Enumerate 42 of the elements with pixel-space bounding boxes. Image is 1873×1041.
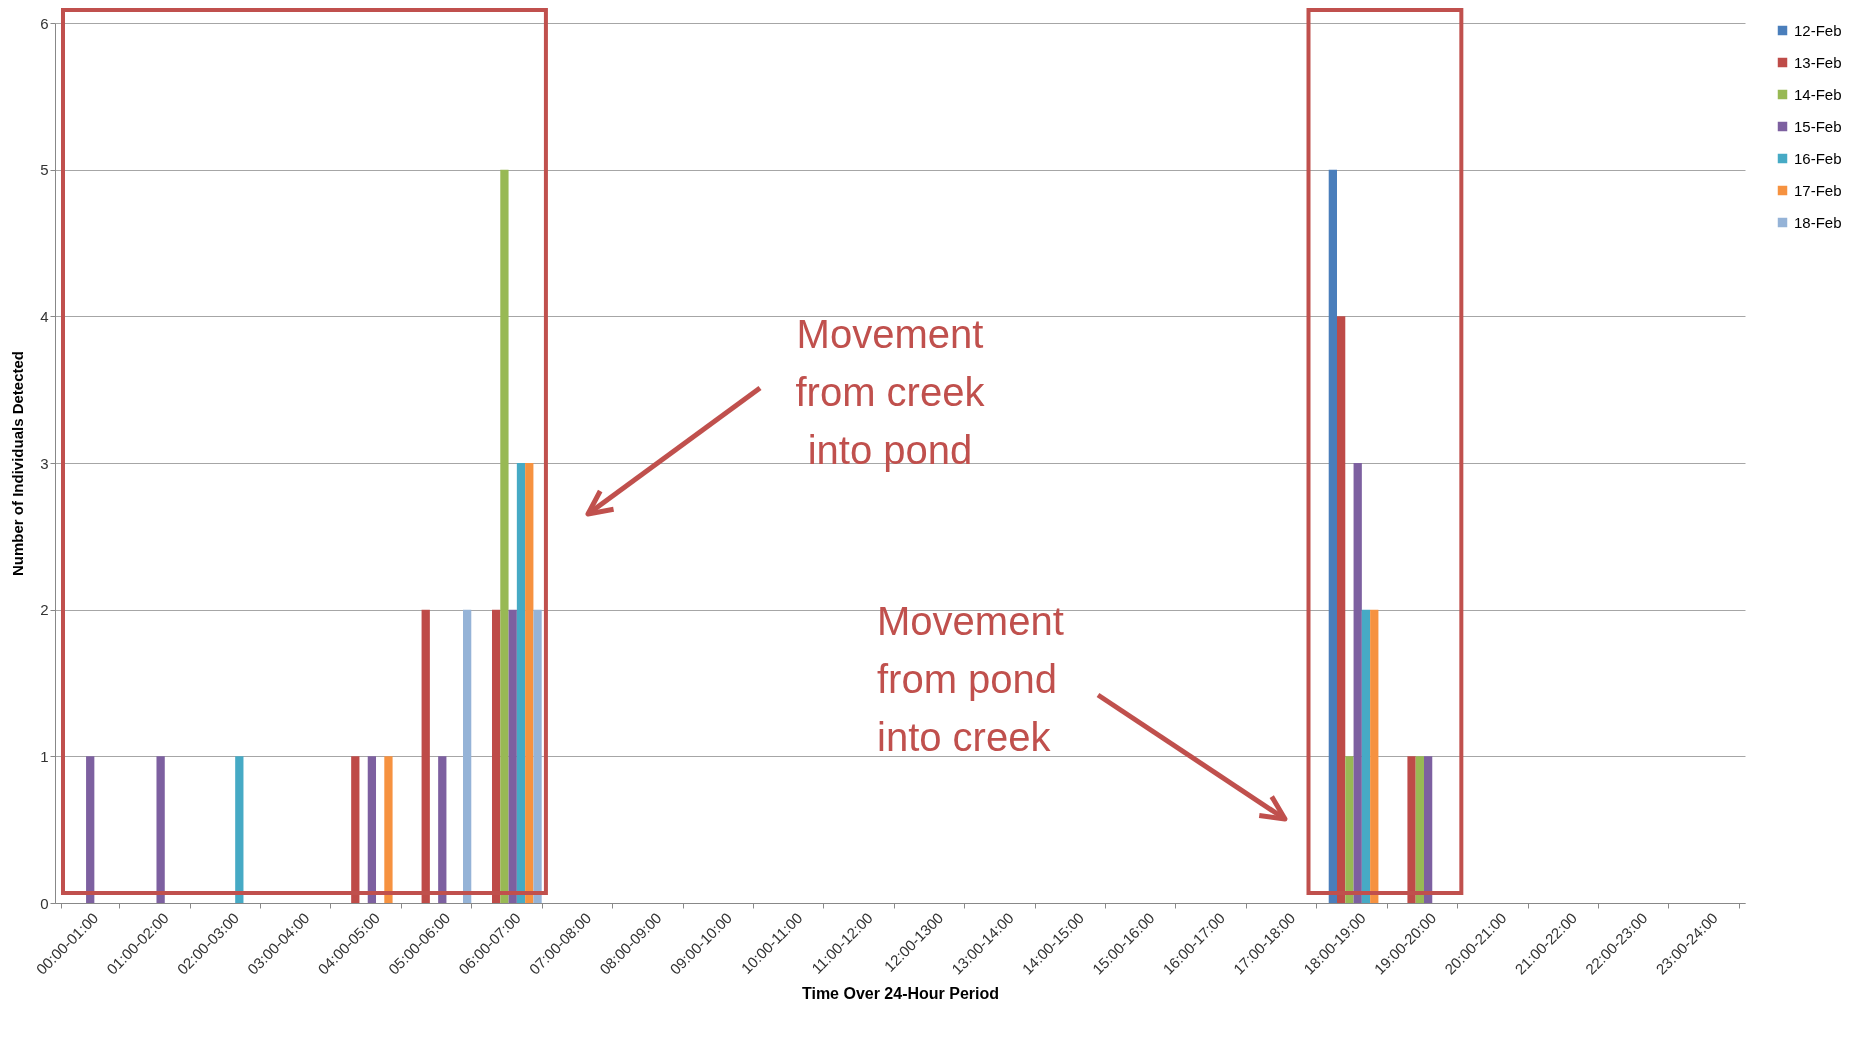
legend-label: 14-Feb — [1794, 85, 1842, 103]
bar — [533, 609, 542, 903]
y-tick-label: 5 — [40, 161, 49, 179]
bar — [525, 463, 534, 903]
annotation: Movement from pond into creek — [877, 598, 1064, 761]
legend-label: 12-Feb — [1794, 21, 1842, 39]
y-tick-label: 1 — [40, 747, 49, 765]
legend-label: 15-Feb — [1794, 117, 1842, 135]
legend-label: 16-Feb — [1794, 149, 1842, 167]
bar — [1407, 756, 1416, 903]
bar — [1328, 169, 1337, 903]
y-tick-label: 3 — [40, 454, 49, 472]
bar — [1415, 756, 1424, 903]
bar — [516, 463, 526, 903]
bar — [438, 756, 447, 903]
bar — [1370, 609, 1379, 903]
bar — [351, 756, 360, 903]
y-tick-label: 0 — [40, 894, 49, 912]
bar — [500, 169, 509, 903]
legend-label: 18-Feb — [1794, 213, 1842, 231]
bar — [508, 609, 517, 903]
y-tick-label: 6 — [40, 14, 49, 32]
y-axis-title: Number of Individuals Detected — [9, 350, 27, 577]
legend-label: 17-Feb — [1794, 181, 1842, 199]
bar — [492, 609, 501, 903]
bar — [1345, 756, 1354, 903]
bar — [86, 756, 95, 903]
bar — [1423, 756, 1433, 903]
annotation: Movement from creek into pond — [795, 311, 985, 474]
bar — [1337, 316, 1346, 903]
bar — [1353, 463, 1362, 903]
bar — [1361, 609, 1371, 903]
y-tick-label: 2 — [40, 601, 49, 619]
x-axis-title: Time Over 24-Hour Period — [801, 984, 1000, 1002]
bar — [367, 756, 377, 903]
y-tick-label: 4 — [40, 307, 49, 325]
bar — [384, 756, 393, 903]
bar — [235, 756, 244, 903]
legend-label: 13-Feb — [1794, 53, 1842, 71]
bar — [421, 609, 430, 903]
bar — [463, 609, 472, 903]
bar — [156, 756, 165, 903]
